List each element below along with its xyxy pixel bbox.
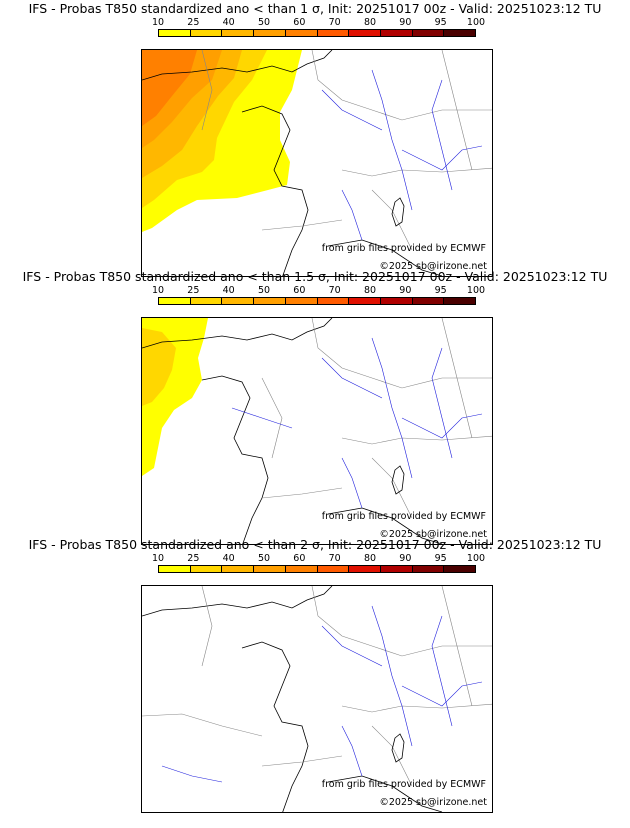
prob-area-25 (142, 328, 176, 406)
colorbar-swatch (412, 298, 445, 304)
coastline (142, 50, 443, 276)
colorbar-tick-label: 50 (257, 17, 271, 28)
corsica-island (391, 465, 405, 495)
panel-title: IFS - Probas T850 standardized ano < tha… (28, 537, 602, 552)
colorbar-tick-label: 50 (257, 553, 271, 564)
colorbar-tick-labels: 10 25 40 50 60 70 80 90 95 100 (152, 285, 485, 296)
panel-title: IFS - Probas T850 standardized ano < tha… (22, 269, 608, 284)
colorbar-tick-label: 80 (363, 17, 377, 28)
colorbar-swatch (444, 298, 476, 304)
prob-area-60 (142, 50, 197, 126)
colorbar-swatch (222, 30, 255, 36)
rivers (321, 69, 483, 241)
colorbar-tick-label: 70 (328, 285, 341, 296)
coastline (142, 318, 443, 544)
colorbar-swatch (285, 30, 318, 36)
colorbar-swatch (349, 566, 381, 572)
colorbar-tick-label: 100 (466, 285, 486, 296)
colorbar-tick-label: 95 (434, 285, 447, 296)
colorbar-tick-label: 40 (222, 17, 235, 28)
colorbar (158, 297, 476, 305)
colorbar-swatch (317, 566, 350, 572)
colorbar-swatch (444, 30, 476, 36)
source-credit: from grib files provided by ECMWF (321, 243, 486, 254)
colorbar-tick-label: 80 (363, 285, 377, 296)
colorbar-tick-label: 70 (328, 553, 341, 564)
colorbar-tick-label: 100 (466, 553, 486, 564)
colorbar-swatch (254, 298, 286, 304)
colorbar-swatch (380, 30, 413, 36)
colorbar-swatch (412, 30, 445, 36)
colorbar-tick-labels: 10 25 40 50 60 70 80 90 95 100 (152, 553, 485, 564)
copyright: ©2025 sb@irizone.net (379, 797, 487, 808)
colorbar-tick-label: 10 (151, 553, 165, 564)
forecast-panel-1: IFS - Probas T850 standardized ano < tha… (0, 0, 630, 277)
colorbar-swatch (380, 566, 413, 572)
colorbar-tick-label: 90 (399, 17, 412, 28)
colorbar-swatch (444, 566, 476, 572)
copyright: ©2025 sb@irizone.net (379, 261, 487, 272)
colorbar-swatch (222, 298, 255, 304)
forecast-panel-2: IFS - Probas T850 standardized ano < tha… (0, 268, 630, 545)
colorbar-tick-label: 50 (257, 285, 271, 296)
colorbar-tick-label: 25 (187, 553, 200, 564)
colorbar (158, 565, 476, 573)
colorbar-swatch (254, 566, 286, 572)
colorbar-tick-label: 90 (399, 553, 412, 564)
colorbar-tick-label: 40 (222, 285, 235, 296)
panel-title: IFS - Probas T850 standardized ano < tha… (28, 1, 602, 16)
rivers (161, 605, 483, 783)
colorbar-tick-label: 40 (222, 553, 235, 564)
colorbar-swatch (159, 298, 191, 304)
colorbar-tick-label: 80 (363, 553, 377, 564)
colorbar-tick-label: 60 (293, 553, 306, 564)
colorbar-tick-label: 60 (293, 17, 306, 28)
colorbar-tick-label: 10 (151, 285, 165, 296)
corsica-island (391, 733, 405, 763)
colorbar-tick-label: 95 (434, 553, 447, 564)
colorbar (158, 29, 476, 37)
colorbar-tick-label: 60 (293, 285, 306, 296)
colorbar-tick-labels: 10 25 40 50 60 70 80 90 95 100 (152, 17, 485, 28)
rivers (231, 337, 483, 509)
source-credit: from grib files provided by ECMWF (321, 511, 486, 522)
colorbar-tick-label: 70 (328, 17, 341, 28)
probability-map: from grib files provided by ECMWF ©2025 … (141, 317, 493, 545)
colorbar-swatch (190, 298, 223, 304)
probability-map: from grib files provided by ECMWF ©2025 … (141, 585, 493, 813)
colorbar-swatch (190, 30, 223, 36)
colorbar-swatch (254, 30, 286, 36)
source-credit: from grib files provided by ECMWF (321, 779, 486, 790)
forecast-panel-3: IFS - Probas T850 standardized ano < tha… (0, 536, 630, 813)
colorbar-swatch (317, 298, 350, 304)
country-borders (142, 586, 492, 787)
colorbar-tick-label: 25 (187, 285, 200, 296)
colorbar-swatch (285, 298, 318, 304)
corsica-island (391, 197, 405, 227)
colorbar-tick-label: 95 (434, 17, 447, 28)
colorbar-tick-label: 100 (466, 17, 486, 28)
colorbar-swatch (190, 566, 223, 572)
colorbar-swatch (349, 30, 381, 36)
colorbar-swatch (380, 298, 413, 304)
colorbar-tick-label: 25 (187, 17, 200, 28)
copyright: ©2025 sb@irizone.net (379, 529, 487, 540)
colorbar-swatch (412, 566, 445, 572)
colorbar-tick-label: 10 (151, 17, 165, 28)
colorbar-swatch (159, 566, 191, 572)
colorbar-swatch (159, 30, 191, 36)
colorbar-swatch (285, 566, 318, 572)
colorbar-swatch (317, 30, 350, 36)
colorbar-swatch (222, 566, 255, 572)
colorbar-tick-label: 90 (399, 285, 412, 296)
colorbar-swatch (349, 298, 381, 304)
country-borders (261, 318, 492, 519)
coastline (142, 586, 443, 812)
probability-map: from grib files provided by ECMWF ©2025 … (141, 49, 493, 277)
